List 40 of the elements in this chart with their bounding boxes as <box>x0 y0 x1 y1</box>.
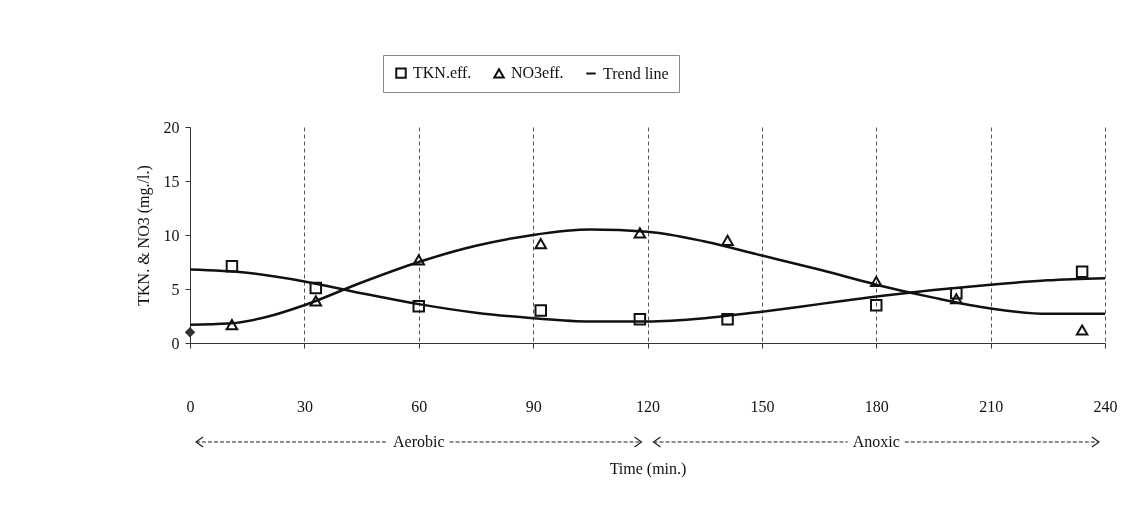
point <box>870 298 883 312</box>
point <box>721 313 734 326</box>
point <box>534 238 547 250</box>
point <box>950 287 963 300</box>
text: Anoxic <box>852 433 900 450</box>
y-tick-label: 20 <box>163 118 180 136</box>
point <box>225 260 239 273</box>
point <box>633 227 647 239</box>
point <box>1075 265 1089 278</box>
y-tick-label: 15 <box>163 172 180 190</box>
point <box>870 275 883 287</box>
x-tick-label: 120 <box>636 397 660 415</box>
y-tick-label: 10 <box>163 226 180 244</box>
x-tick-label: 180 <box>864 397 889 415</box>
point <box>412 300 425 313</box>
x-tick-label: 60 <box>411 397 428 415</box>
x-tick-label: 0 <box>186 397 195 415</box>
y-tick-label: 0 <box>171 334 180 352</box>
point <box>633 313 647 326</box>
x-tick-label: 90 <box>525 397 542 415</box>
point <box>950 293 963 305</box>
point <box>721 234 734 246</box>
point <box>412 254 425 266</box>
point <box>309 295 323 307</box>
point <box>184 326 196 338</box>
x-tick-label: 30 <box>296 397 313 415</box>
x-tick-label: 240 <box>1093 397 1118 415</box>
text: Aerobic <box>392 433 445 450</box>
legend-label: Trend line <box>603 64 669 82</box>
x-axis-title: Time (min.) <box>609 459 687 478</box>
legend-label: NO3eff. <box>511 64 564 82</box>
y-axis-title: TKN. & NO3 (mg./l.) <box>134 165 153 306</box>
point <box>1075 324 1089 336</box>
point <box>534 304 547 317</box>
x-tick-label: 210 <box>979 397 1004 415</box>
x-tick-label: 150 <box>750 397 775 415</box>
point <box>309 281 323 295</box>
legend-label: TKN.eff. <box>413 64 472 82</box>
point <box>225 319 239 331</box>
y-tick-label: 5 <box>171 280 180 298</box>
